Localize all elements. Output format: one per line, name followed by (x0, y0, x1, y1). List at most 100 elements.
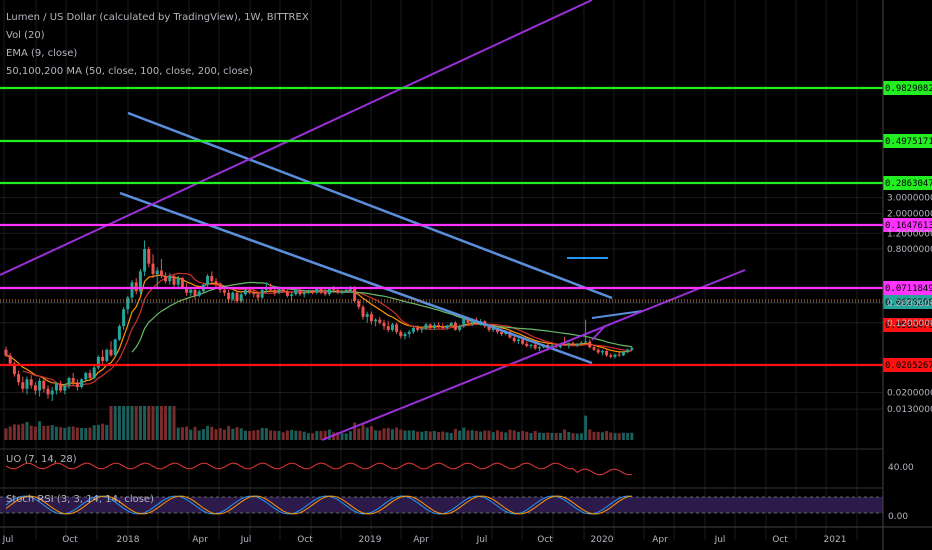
candle-body (302, 292, 306, 295)
legend-ema[interactable]: EMA (9, close) (6, 48, 77, 59)
volume-bar (462, 427, 466, 440)
volume-bar (4, 428, 8, 440)
volume-bar (521, 430, 525, 440)
volume-bar (432, 430, 436, 440)
stoch-label[interactable]: Stoch RSI (3, 3, 14, 14, close) (6, 494, 154, 505)
candle-body (29, 379, 33, 386)
price-level-value: 0.05824794 (885, 321, 932, 331)
volume-bar (227, 425, 231, 440)
candle-body (4, 349, 8, 356)
volume-bar (239, 428, 243, 440)
candle-body (525, 343, 529, 347)
candle-body (227, 292, 231, 300)
volume-bars (4, 406, 634, 440)
candle-body (605, 351, 609, 356)
volume-bar (533, 430, 537, 440)
candle-body (143, 249, 147, 272)
volume-bar (474, 430, 478, 440)
volume-bar (25, 421, 29, 440)
volume-bar (609, 432, 613, 440)
candle-body (424, 324, 428, 329)
volume-bar (390, 429, 394, 440)
volume-bar (277, 430, 281, 440)
uo-label[interactable]: UO (7, 14, 28) (6, 454, 77, 465)
candle-body (357, 301, 361, 308)
legend-vol[interactable]: Vol (20) (6, 30, 45, 41)
candle-body (210, 275, 214, 282)
volume-bar (592, 431, 596, 440)
volume-bar (361, 424, 365, 440)
x-tick-label: 2020 (591, 535, 614, 545)
candle-body (617, 354, 621, 356)
x-tick-label: Apr (413, 535, 429, 545)
candle-body (101, 356, 105, 361)
candle-body (281, 288, 285, 292)
x-tick-label: Jul (714, 535, 726, 545)
volume-bar (512, 430, 516, 440)
candle-body (533, 344, 537, 349)
volume-bar (353, 422, 357, 440)
candle-body (130, 282, 134, 298)
candle-body (33, 385, 37, 391)
fork-upper-line (0, 0, 593, 276)
price-level-value: 0.49751715 (885, 137, 932, 147)
candle-body (403, 333, 407, 337)
candle-body (59, 383, 63, 391)
x-tick-label: Oct (772, 535, 788, 545)
volume-bar (33, 426, 37, 440)
candle-body (126, 297, 130, 310)
candle-body (563, 344, 567, 346)
volume-bar (613, 433, 617, 440)
volume-bar (626, 433, 630, 440)
y-tick-label: 2.00000000 (887, 209, 932, 219)
candle-body (327, 288, 331, 295)
volume-bar (516, 431, 520, 440)
volume-bar (470, 430, 474, 440)
volume-bar (80, 427, 84, 440)
volume-bar (8, 426, 12, 440)
volume-bar (567, 432, 571, 440)
candle-body (630, 347, 634, 350)
indicator-panes (0, 448, 883, 515)
volume-bar (340, 433, 344, 440)
volume-bar (306, 433, 310, 440)
candle-body (378, 319, 382, 323)
candle-body (588, 341, 592, 348)
volume-bar (155, 406, 159, 440)
volume-bar (386, 427, 390, 440)
fork-lower-line (321, 269, 746, 441)
volume-bar (546, 432, 550, 440)
volume-bar (395, 427, 399, 440)
candle-body (416, 327, 420, 330)
volume-bar (117, 406, 121, 440)
legend-title[interactable]: Lumen / US Dollar (calculated by Trading… (6, 12, 309, 23)
volume-bar (50, 425, 54, 440)
volume-bar (273, 430, 277, 440)
candle-body (336, 289, 340, 293)
stoch-band (0, 497, 883, 513)
price-level-value: 0.07118496 (885, 284, 932, 294)
candle-body (437, 325, 441, 327)
candle-body (491, 327, 495, 330)
price-level-tag: 0.28630474 (883, 176, 932, 190)
candle-body (222, 289, 226, 293)
volume-bar (500, 431, 504, 440)
volume-bar (315, 430, 319, 440)
candle-body (432, 325, 436, 328)
candle-body (243, 289, 247, 295)
volume-bar (59, 427, 63, 440)
x-tick-label: 2018 (117, 535, 140, 545)
volume-bar (600, 432, 604, 440)
volume-bar (311, 433, 315, 440)
ma-red-line (22, 272, 632, 388)
candle-body (277, 288, 281, 293)
legend-ma[interactable]: 50,100,200 MA (50, close, 100, close, 20… (6, 66, 253, 77)
volume-bar (168, 406, 172, 440)
candle-body (344, 289, 348, 292)
candle-body (117, 326, 121, 340)
y-tick-label: 0.20000000 (887, 299, 932, 309)
y-tick-label: 0.80000000 (887, 245, 932, 255)
x-tick-label: Oct (537, 535, 553, 545)
